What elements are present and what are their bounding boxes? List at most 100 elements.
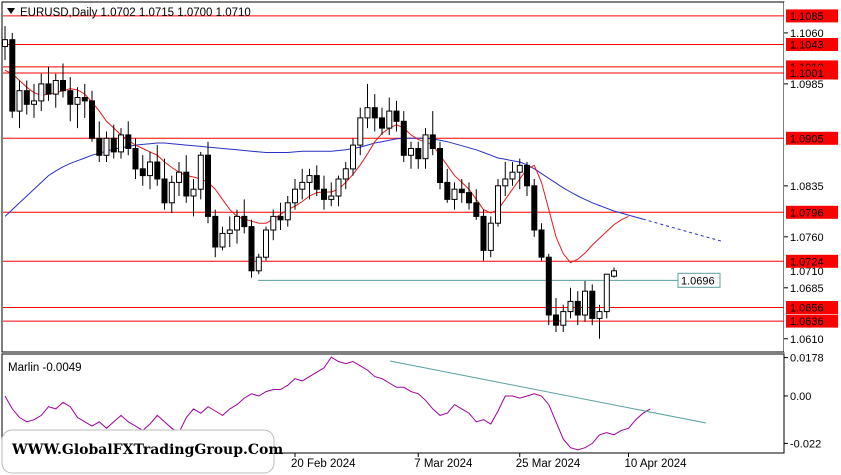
level-label-box bbox=[786, 66, 838, 80]
marlin-indicator: 0.0178 0.00 -0.022 bbox=[4, 353, 824, 451]
level-label-text: 1.1001 bbox=[790, 68, 824, 80]
candle-bull bbox=[118, 134, 124, 153]
level-label-text: 1.0636 bbox=[790, 316, 824, 328]
price-tick-label: 1.0985 bbox=[790, 79, 824, 91]
indicator-header: Marlin -0.0049 bbox=[8, 362, 82, 374]
candle-bear bbox=[45, 83, 52, 95]
date-label: 25 Mar 2024 bbox=[516, 458, 581, 470]
marlin-tick-label: 0.0178 bbox=[790, 353, 824, 365]
candle-bear bbox=[429, 134, 436, 149]
candle-bear bbox=[81, 97, 88, 102]
candle-bull bbox=[197, 154, 204, 190]
candle-bull bbox=[255, 256, 262, 272]
candle-bull bbox=[502, 178, 509, 187]
level-label-text: 1.0656 bbox=[790, 303, 824, 315]
candle-bear bbox=[444, 181, 451, 200]
candle-bear bbox=[538, 229, 545, 258]
support-label-text: 1.0696 bbox=[681, 275, 715, 287]
candle-bear bbox=[183, 171, 190, 197]
candle-bull bbox=[560, 311, 567, 326]
candle-bull bbox=[582, 290, 588, 316]
candle-bull bbox=[263, 229, 269, 258]
levels-layer bbox=[3, 15, 784, 322]
candle-bear bbox=[458, 188, 465, 194]
candle-bull bbox=[190, 188, 197, 197]
candle-bull bbox=[306, 175, 313, 183]
candle-bear bbox=[371, 107, 378, 119]
level-label-text: 1.0905 bbox=[790, 133, 824, 145]
candle-bull bbox=[176, 171, 182, 183]
price-tick-label: 1.0835 bbox=[790, 181, 824, 193]
watermark-text: WWW.GlobalFXTradingGroup.Com bbox=[11, 442, 283, 458]
dropdown-triangle-icon[interactable] bbox=[7, 8, 15, 14]
candle-bull bbox=[335, 178, 342, 197]
candle-bear bbox=[110, 137, 117, 153]
candle-bear bbox=[415, 148, 422, 160]
candle-bear bbox=[553, 314, 559, 326]
level-label-box bbox=[786, 205, 838, 219]
date-label: 7 Mar 2024 bbox=[414, 458, 473, 470]
chart-symbol-header: EURUSD,Daily 1.0702 1.0715 1.0700 1.0710 bbox=[20, 7, 251, 19]
price-axis bbox=[784, 2, 841, 352]
level-label-box bbox=[786, 301, 838, 314]
marlin-trend-line bbox=[389, 360, 707, 424]
candle-bear bbox=[60, 80, 66, 92]
candle-bull bbox=[168, 181, 175, 204]
candle-bull bbox=[234, 215, 240, 231]
candle-bear bbox=[277, 215, 284, 221]
marlin-tick-label: 0.00 bbox=[790, 391, 811, 403]
candle-bear bbox=[480, 215, 487, 251]
price-axis-ticks: 1.1060 1.0985 1.0835 1.0760 1.0685 1.0610 1.07… bbox=[784, 28, 839, 346]
candle-bull bbox=[408, 148, 414, 156]
candle-bull bbox=[219, 232, 226, 248]
price-tick-label: 1.1060 bbox=[790, 28, 824, 40]
price-tick-label: 1.0610 bbox=[790, 334, 824, 346]
candle-bear bbox=[437, 148, 443, 183]
candle-bull bbox=[16, 90, 23, 112]
candle-bull bbox=[596, 311, 603, 319]
candle-bull bbox=[603, 273, 610, 313]
candle-bull bbox=[299, 181, 306, 190]
candle-bull bbox=[611, 270, 617, 277]
candle-bear bbox=[132, 148, 139, 170]
candle-bear bbox=[9, 39, 16, 112]
candle-bull bbox=[284, 202, 291, 221]
level-label-box bbox=[786, 254, 838, 268]
candle-bear bbox=[89, 100, 95, 139]
candle-bear bbox=[212, 215, 219, 248]
candle-bear bbox=[321, 188, 327, 200]
level-label-text: 1.1085 bbox=[790, 11, 824, 23]
date-axis: 20 Feb 2024 7 Mar 2024 25 Mar 2024 10 Apr 2… bbox=[291, 453, 687, 470]
candle-bull bbox=[147, 161, 153, 177]
date-label: 20 Feb 2024 bbox=[291, 458, 356, 470]
candle-bull bbox=[52, 80, 59, 95]
candle-bull bbox=[487, 222, 494, 251]
candle-bear bbox=[154, 161, 161, 180]
candle-bull bbox=[74, 97, 81, 105]
candle-bear bbox=[161, 178, 168, 204]
candle-bear bbox=[379, 117, 385, 129]
current-price-label: 1.0710 bbox=[790, 266, 824, 278]
candle-bull bbox=[342, 168, 349, 180]
candle-bull bbox=[328, 195, 335, 200]
candle-bull bbox=[364, 107, 371, 119]
candle-bull bbox=[2, 39, 8, 48]
candle-bear bbox=[139, 168, 146, 177]
marlin-tick-label: -0.022 bbox=[790, 438, 821, 450]
marlin-line bbox=[4, 356, 651, 451]
watermark-box bbox=[1, 429, 275, 474]
candle-bear bbox=[531, 185, 538, 231]
candle-bear bbox=[23, 90, 30, 105]
candle-bull bbox=[509, 171, 516, 180]
candle-bear bbox=[125, 134, 132, 149]
candles bbox=[2, 26, 617, 339]
level-label-text: 1.0796 bbox=[790, 207, 824, 219]
price-tick-label: 1.0685 bbox=[790, 283, 824, 295]
level-label-box bbox=[786, 9, 838, 23]
candle-bear bbox=[248, 226, 255, 272]
candle-bear bbox=[96, 137, 103, 156]
candle-bear bbox=[393, 110, 400, 122]
level-label-box bbox=[786, 131, 838, 145]
candle-bull bbox=[451, 188, 458, 200]
